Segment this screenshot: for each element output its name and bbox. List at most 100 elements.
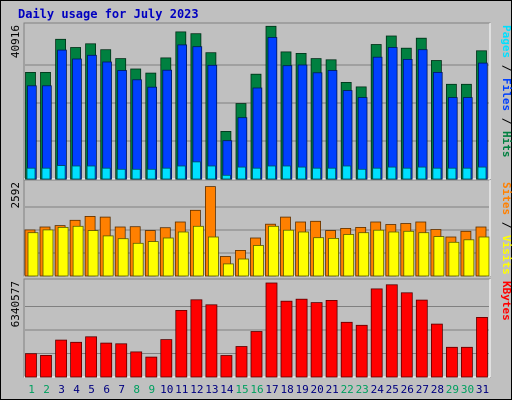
svg-text:KBytes: KBytes [500,281,512,321]
bar-sites-day-28 [433,236,445,277]
bar-kbytes-day-15 [235,346,248,378]
bar-sites-day-10 [162,237,174,277]
bar-files-day-28 [432,72,443,180]
bar-pages-day-12 [191,161,201,180]
bar-pages-day-14 [221,174,231,180]
bar-sites-day-9 [147,241,159,277]
bar-pages-day-9 [146,168,156,180]
bar-sites-day-25 [388,231,400,277]
side-label-part: / [500,58,512,78]
bar-sites-day-24 [373,229,385,277]
chart-title: Daily usage for July 2023 [18,7,199,21]
bar-kbytes-day-27 [415,299,428,378]
x-tick-label: 6 [103,383,110,396]
bar-files-day-12 [192,46,203,180]
bar-kbytes-day-31 [476,316,488,378]
bar-files-day-16 [252,87,263,180]
bar-files-day-10 [162,69,173,180]
side-label-part: Visits [500,235,512,275]
bar-pages-day-25 [387,166,397,180]
bar-files-day-14 [222,140,233,180]
bar-sites-day-7 [117,238,129,277]
bar-kbytes-day-17 [265,282,278,378]
x-tick-label: 3 [58,383,65,396]
bar-kbytes-day-26 [400,292,413,378]
bar-kbytes-day-30 [460,346,473,378]
bar-files-day-29 [447,97,458,180]
bar-pages-day-7 [116,168,126,180]
bar-kbytes-day-3 [55,339,67,378]
bar-kbytes-day-28 [430,323,443,378]
bar-kbytes-day-14 [220,355,233,378]
x-tick-label: 5 [88,383,95,396]
bar-kbytes-day-1 [25,353,37,378]
bar-pages-day-24 [372,167,382,180]
side-label-part: KBytes [500,281,512,321]
y-tick-label: 6340577 [9,281,22,327]
x-tick-label: 18 [280,383,293,396]
bar-pages-day-1 [26,167,36,180]
bar-pages-day-17 [267,165,276,180]
bar-sites-day-20 [313,237,325,277]
bar-kbytes-day-9 [145,356,158,378]
side-label-visits_sites: Sites / Visits [500,182,512,275]
x-tick-label: 8 [133,383,140,396]
x-tick-label: 2 [43,383,50,396]
bar-files-day-30 [462,97,473,180]
bar-sites-day-26 [403,230,415,277]
bar-sites-day-4 [72,225,84,277]
bar-sites-day-23 [358,232,370,277]
bar-pages-day-28 [432,167,442,180]
bar-sites-day-5 [87,230,99,277]
x-tick-label: 11 [175,383,188,396]
bar-sites-day-15 [238,258,249,277]
bar-sites-day-12 [192,225,204,277]
bar-kbytes-day-20 [310,302,323,378]
bar-kbytes-day-23 [355,324,368,378]
bar-files-day-23 [357,97,368,180]
bar-pages-day-4 [71,165,81,180]
bar-files-day-31 [478,62,488,180]
bar-files-day-5 [87,54,97,180]
y-tick-label: 40916 [9,25,22,58]
side-label-part: Files [500,78,512,111]
bar-files-day-26 [402,59,413,180]
bar-files-day-9 [147,86,158,180]
x-tick-label: 30 [461,383,474,396]
x-tick-label: 26 [401,383,414,396]
bar-pages-day-31 [477,166,487,180]
svg-text:Pages / Files / Hits: Pages / Files / Hits [500,25,512,158]
bar-pages-day-19 [297,166,307,180]
x-tick-label: 17 [265,383,278,396]
bar-files-day-18 [282,65,293,180]
bar-kbytes-day-25 [385,284,398,378]
bar-pages-day-22 [342,165,352,180]
bar-sites-day-22 [343,234,355,277]
bar-kbytes-day-4 [70,341,82,378]
bar-kbytes-day-13 [205,304,218,378]
bar-pages-day-11 [176,165,186,180]
bar-files-day-7 [117,70,127,180]
bar-pages-day-6 [101,167,111,180]
side-label-part: / [500,111,512,131]
bar-kbytes-day-19 [295,298,308,378]
bar-files-day-13 [207,64,218,180]
bar-kbytes-day-21 [325,299,338,378]
bar-kbytes-day-29 [445,346,458,378]
bar-sites-day-3 [57,226,69,277]
bar-kbytes-day-16 [250,331,263,378]
bar-files-day-27 [417,49,428,180]
x-tick-label: 14 [220,383,234,396]
bar-sites-day-18 [283,229,294,277]
bar-kbytes-day-10 [160,339,173,378]
x-tick-label: 12 [190,383,203,396]
side-label-part: / [500,215,512,235]
svg-text:Sites / Visits: Sites / Visits [500,182,512,275]
x-tick-label: 25 [386,383,399,396]
bar-sites-day-2 [42,229,54,277]
bar-sites-day-31 [478,236,490,277]
bar-files-day-2 [42,85,52,180]
x-tick-label: 24 [371,383,385,396]
bar-files-day-6 [102,61,112,180]
